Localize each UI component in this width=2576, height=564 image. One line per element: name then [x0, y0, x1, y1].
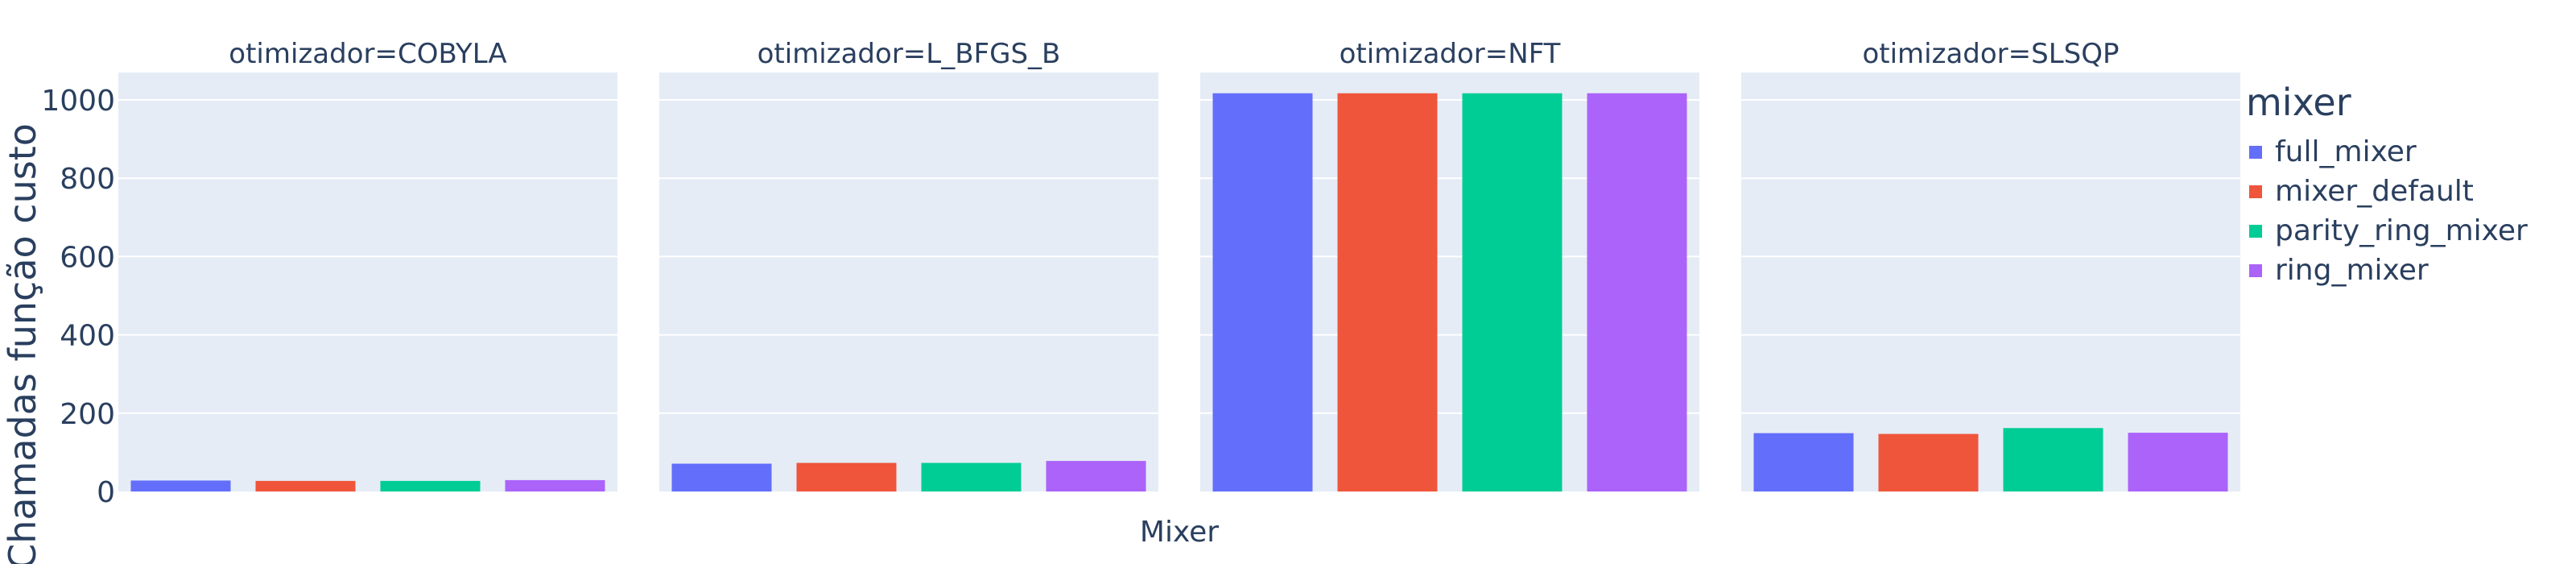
legend-item-ring_mixer[interactable]: ring_mixer	[2246, 251, 2528, 290]
bar-full_mixer[interactable]	[1753, 433, 1854, 491]
y-tick-label: 400	[60, 320, 115, 353]
plot-background	[118, 73, 617, 491]
bar-ring_mixer[interactable]	[1587, 93, 1687, 491]
legend-swatch	[2249, 263, 2262, 277]
bar-full_mixer[interactable]	[130, 480, 231, 491]
bar-parity_ring_mixer[interactable]	[921, 462, 1022, 491]
legend-label: mixer_default	[2275, 175, 2474, 208]
bar-ring_mixer[interactable]	[2128, 433, 2228, 491]
facet-panel: otimizador=L_BFGS_B	[659, 38, 1158, 491]
y-tick-label: 1000	[41, 85, 115, 118]
bar-mixer_default[interactable]	[1337, 93, 1438, 491]
facet-panel: otimizador=SLSQP	[1741, 38, 2240, 491]
legend-item-parity_ring_mixer[interactable]: parity_ring_mixer	[2246, 211, 2528, 251]
legend-label: ring_mixer	[2275, 254, 2429, 287]
bar-parity_ring_mixer[interactable]	[380, 480, 481, 491]
y-tick-label: 0	[97, 476, 115, 509]
bar-ring_mixer[interactable]	[505, 479, 605, 491]
bar-full_mixer[interactable]	[671, 463, 772, 491]
bar-mixer_default[interactable]	[796, 462, 897, 491]
plot-background	[659, 73, 1158, 491]
legend-label: full_mixer	[2275, 135, 2417, 168]
legend-swatch	[2249, 145, 2262, 159]
facet-title: otimizador=COBYLA	[229, 38, 506, 70]
legend-item-full_mixer[interactable]: full_mixer	[2246, 132, 2528, 172]
bar-mixer_default[interactable]	[255, 480, 356, 491]
facet-panel: otimizador=NFT	[1200, 38, 1699, 491]
facet-panel: otimizador=COBYLA	[118, 38, 617, 491]
bar-mixer_default[interactable]	[1878, 433, 1979, 491]
facet-title: otimizador=NFT	[1340, 38, 1561, 70]
legend-swatch	[2249, 185, 2262, 198]
y-tick-label: 600	[60, 241, 115, 274]
bar-full_mixer[interactable]	[1212, 93, 1313, 491]
legend-swatch	[2249, 224, 2262, 238]
facet-title: otimizador=SLSQP	[1862, 38, 2119, 70]
bar-parity_ring_mixer[interactable]	[1462, 93, 1563, 491]
x-axis-label: Mixer	[1140, 516, 1219, 549]
legend: mixer full_mixer mixer_default parity_ring…	[2246, 81, 2528, 290]
plot-background	[1741, 73, 2240, 491]
legend-item-mixer_default[interactable]: mixer_default	[2246, 172, 2528, 211]
y-axis-label: Chamadas função custo	[1, 123, 44, 564]
facet-title: otimizador=L_BFGS_B	[758, 38, 1061, 70]
bar-parity_ring_mixer[interactable]	[2003, 428, 2103, 491]
legend-label: parity_ring_mixer	[2275, 214, 2528, 247]
y-tick-label: 800	[60, 163, 115, 196]
bar-ring_mixer[interactable]	[1046, 461, 1146, 491]
y-tick-label: 200	[60, 398, 115, 431]
legend-title: mixer	[2246, 81, 2351, 124]
